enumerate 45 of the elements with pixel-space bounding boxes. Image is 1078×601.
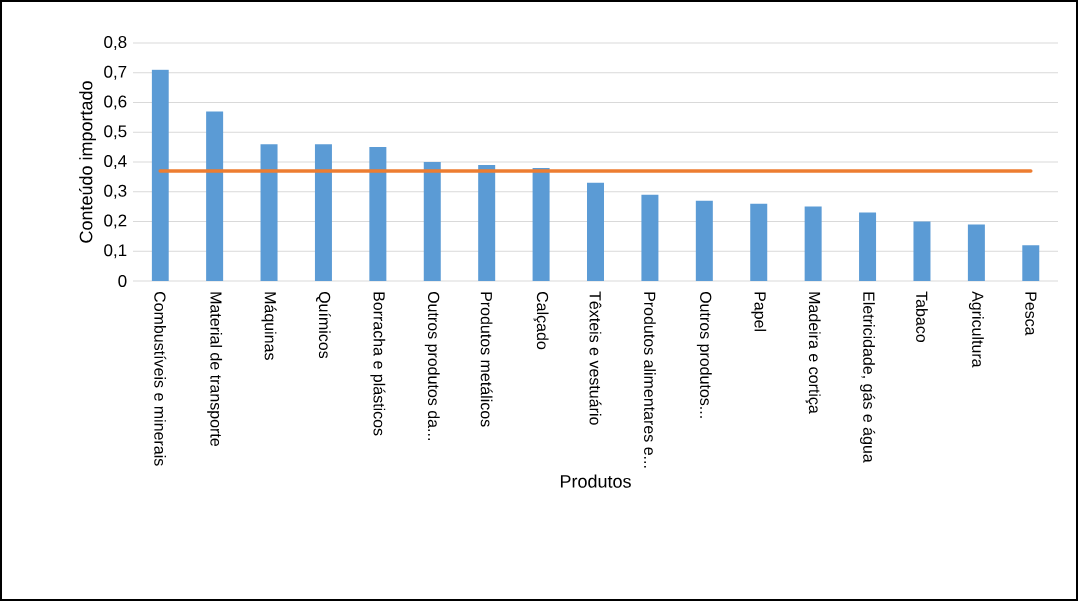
y-tick-label: 0 [118, 274, 127, 288]
bar [587, 182, 605, 281]
x-tick-label: Máquinas [261, 292, 277, 360]
x-tick-label: Madeira e cortiça [805, 292, 821, 414]
x-tick-label: Papel [751, 292, 767, 331]
bar [913, 221, 931, 281]
x-tick-label: Outros produtos... [696, 291, 712, 418]
y-axis-title: Conteúdo importado [78, 81, 96, 243]
bar [695, 200, 713, 281]
bar [423, 161, 441, 281]
bar [1022, 245, 1040, 281]
bar [641, 194, 659, 281]
y-tick-label: 0,7 [104, 65, 127, 80]
x-tick-label: Material de transporte [207, 292, 223, 447]
y-tick-label: 0,6 [104, 95, 127, 110]
bar [750, 203, 768, 281]
x-tick-label: Calçado [533, 291, 549, 350]
y-tick-label: 0,5 [104, 125, 127, 140]
x-tick-label: Têxteis e vestuário [589, 291, 602, 425]
x-axis-title: Produtos [560, 474, 631, 488]
x-tick-label: Combustíveis e minerais [154, 291, 167, 466]
bar [369, 147, 387, 281]
y-tick-label: 0,8 [104, 35, 127, 51]
bar [804, 206, 822, 281]
x-tick-label: Outros produtos da... [424, 291, 440, 440]
bar [314, 144, 332, 281]
x-tick-label: Borracha e plásticos [370, 292, 386, 436]
y-tick-label: 0,1 [104, 244, 127, 259]
bar [206, 111, 224, 281]
x-tick-label: Produtos metálicos [480, 292, 493, 427]
y-tick-label: 0,2 [104, 214, 127, 229]
bar [859, 212, 877, 281]
x-tick-label: Produtos alimentares e... [644, 292, 656, 468]
x-tick-label: Tabaco [916, 291, 928, 343]
x-tick-label: Químicos [316, 291, 331, 359]
bar [151, 69, 169, 281]
y-tick-label: 0,4 [104, 154, 127, 170]
x-tick-label: Eletricidade, gás e água [860, 292, 876, 463]
y-tick-label: 0,3 [104, 184, 127, 199]
bar [260, 144, 278, 281]
bar [967, 224, 985, 281]
x-tick-label: Agricultura [968, 291, 984, 368]
x-tick-label: Pesca [1025, 292, 1037, 336]
bar [532, 167, 550, 281]
bar [478, 164, 496, 281]
